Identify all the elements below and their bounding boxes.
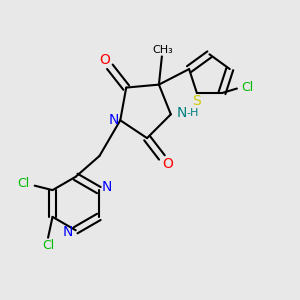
Text: Cl: Cl — [42, 239, 54, 252]
Text: Cl: Cl — [17, 177, 29, 190]
Text: O: O — [162, 157, 173, 171]
Text: N: N — [177, 106, 187, 120]
Text: S: S — [193, 94, 201, 108]
Text: N: N — [109, 113, 119, 127]
Text: Cl: Cl — [241, 81, 254, 94]
Text: N: N — [102, 180, 112, 194]
Text: CH₃: CH₃ — [152, 45, 173, 55]
Text: -H: -H — [187, 108, 199, 118]
Text: O: O — [99, 53, 110, 67]
Text: N: N — [62, 225, 73, 239]
